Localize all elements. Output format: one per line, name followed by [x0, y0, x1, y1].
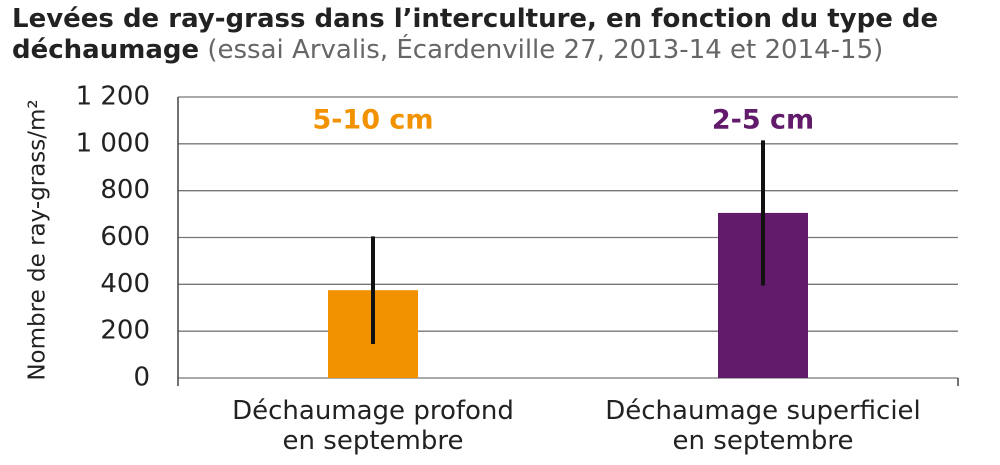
y-tick-label: 200 — [100, 316, 150, 346]
y-tick-label: 400 — [100, 269, 150, 299]
bar-annotation: 2-5 cm — [712, 105, 814, 136]
y-tick-label: 1 200 — [76, 82, 150, 112]
x-tick-label: Déchaumage superficiel en septembre — [605, 396, 921, 456]
chart-title: Levées de ray-grass dans l’interculture,… — [12, 4, 939, 65]
y-tick-label: 800 — [100, 175, 150, 205]
y-tick-label: 1 000 — [76, 128, 150, 158]
chart-subtitle: (essai Arvalis, Écardenville 27, 2013-14… — [207, 35, 884, 65]
y-tick-label: 600 — [100, 222, 150, 252]
y-tick-label: 0 — [133, 363, 150, 393]
bar-annotation: 5-10 cm — [312, 105, 433, 136]
y-axis-label: Nombre de ray-grass/m² — [25, 99, 51, 380]
chart-header: Levées de ray-grass dans l’interculture,… — [12, 4, 992, 66]
x-tick-label: Déchaumage profond en septembre — [232, 396, 514, 456]
